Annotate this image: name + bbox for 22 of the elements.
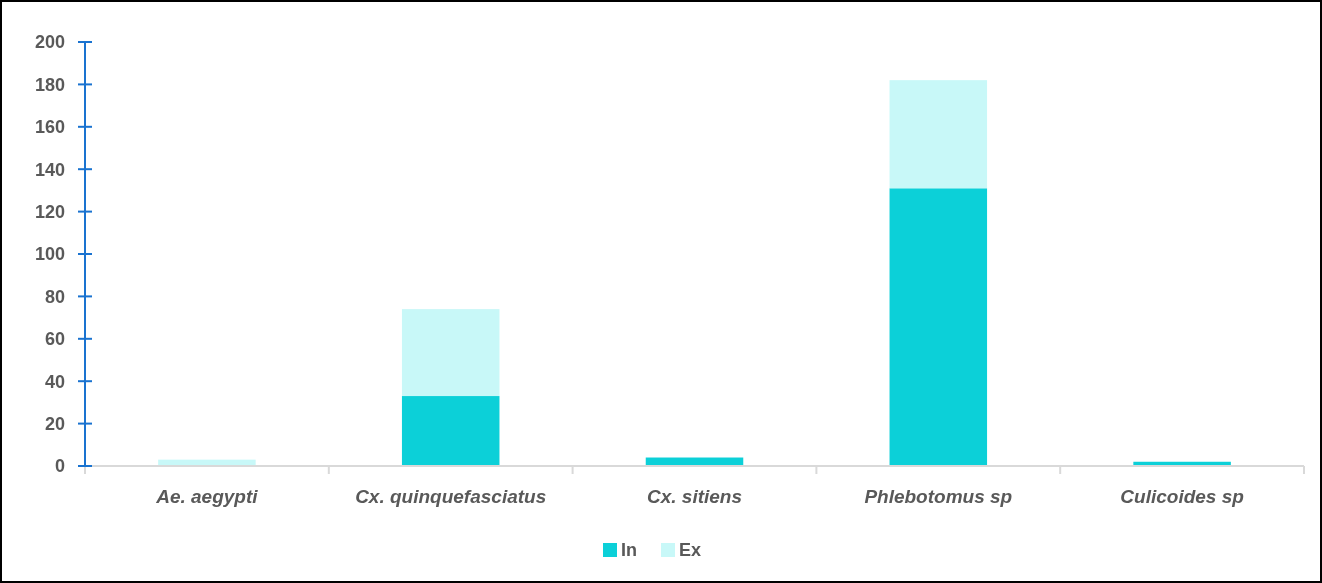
bar bbox=[889, 80, 988, 189]
y-tick-label: 100 bbox=[34, 244, 65, 265]
y-tick-label: 0 bbox=[54, 456, 65, 477]
bar bbox=[401, 396, 500, 466]
legend-label: In bbox=[621, 540, 637, 561]
y-tick-label: 180 bbox=[34, 74, 65, 95]
x-tick-label: Ae. aegypti bbox=[155, 486, 259, 507]
y-tick-label: 60 bbox=[44, 329, 65, 350]
bar bbox=[889, 188, 988, 466]
y-tick-label: 80 bbox=[44, 286, 65, 307]
x-tick-label: Cx. sitiens bbox=[646, 486, 743, 507]
y-tick-label: 120 bbox=[34, 201, 65, 222]
y-tick-label: 160 bbox=[34, 117, 65, 138]
legend-label: Ex bbox=[679, 540, 702, 561]
y-tick-label: 40 bbox=[44, 371, 65, 392]
y-tick-label: 140 bbox=[34, 159, 65, 180]
x-tick-label: Cx. quinquefasciatus bbox=[355, 486, 547, 507]
bar bbox=[401, 309, 500, 397]
x-tick-label: Phlebotomus sp bbox=[864, 486, 1013, 507]
x-tick-label: Culicoides sp bbox=[1120, 486, 1244, 507]
y-tick-label: 20 bbox=[44, 413, 65, 434]
y-tick-label: 200 bbox=[34, 32, 65, 53]
